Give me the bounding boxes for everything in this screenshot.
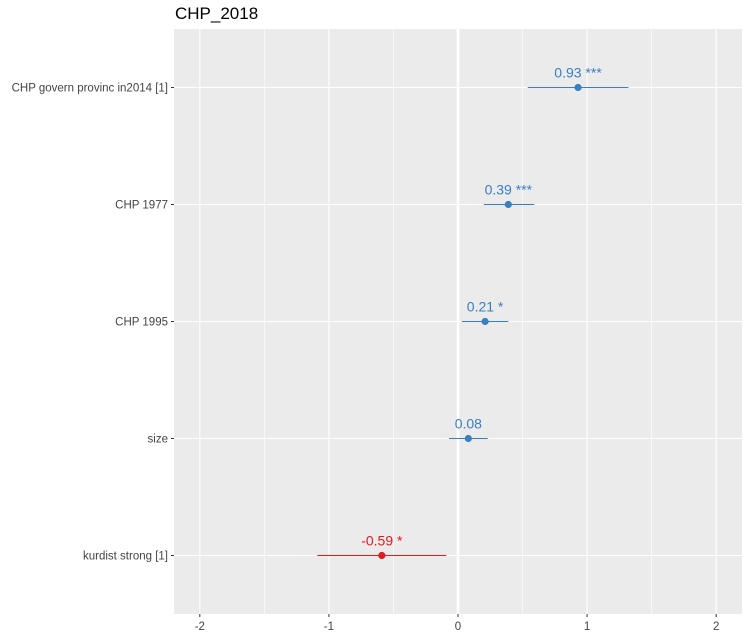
- value-label: 0.39 ***: [485, 182, 533, 198]
- x-tick-label: 2: [713, 621, 719, 633]
- value-label: 0.93 ***: [554, 65, 602, 81]
- y-axis-label: CHP 1977: [115, 200, 168, 212]
- value-label: 0.21 *: [467, 299, 504, 315]
- y-axis-label: CHP govern provinc in2014 [1]: [12, 83, 168, 95]
- x-tick-label: -2: [195, 621, 205, 633]
- chart-title: CHP_2018: [175, 4, 258, 23]
- x-axis-ticks: -2 -1 0 1 2: [195, 614, 719, 633]
- x-tick-label: 1: [584, 621, 590, 633]
- estimate-point: [481, 317, 489, 326]
- estimate-points: [378, 83, 582, 560]
- x-tick-label: -1: [324, 621, 334, 633]
- x-tick-label: 0: [455, 621, 461, 633]
- estimate-point: [574, 83, 582, 92]
- y-axis-labels: CHP govern provinc in2014 [1] CHP 1977 CHP…: [12, 83, 174, 563]
- y-axis-label: CHP 1995: [115, 317, 168, 329]
- estimate-point: [378, 551, 386, 560]
- y-axis-label: size: [148, 434, 168, 446]
- value-label: 0.08: [455, 416, 482, 432]
- y-axis-label: kurdist strong [1]: [83, 551, 168, 563]
- value-labels: 0.93 *** 0.39 *** 0.21 * 0.08 -0.59 *: [361, 65, 602, 549]
- estimate-point: [464, 434, 472, 443]
- value-label: -0.59 *: [361, 533, 403, 549]
- estimate-point: [504, 200, 512, 209]
- major-gridlines: [174, 29, 742, 614]
